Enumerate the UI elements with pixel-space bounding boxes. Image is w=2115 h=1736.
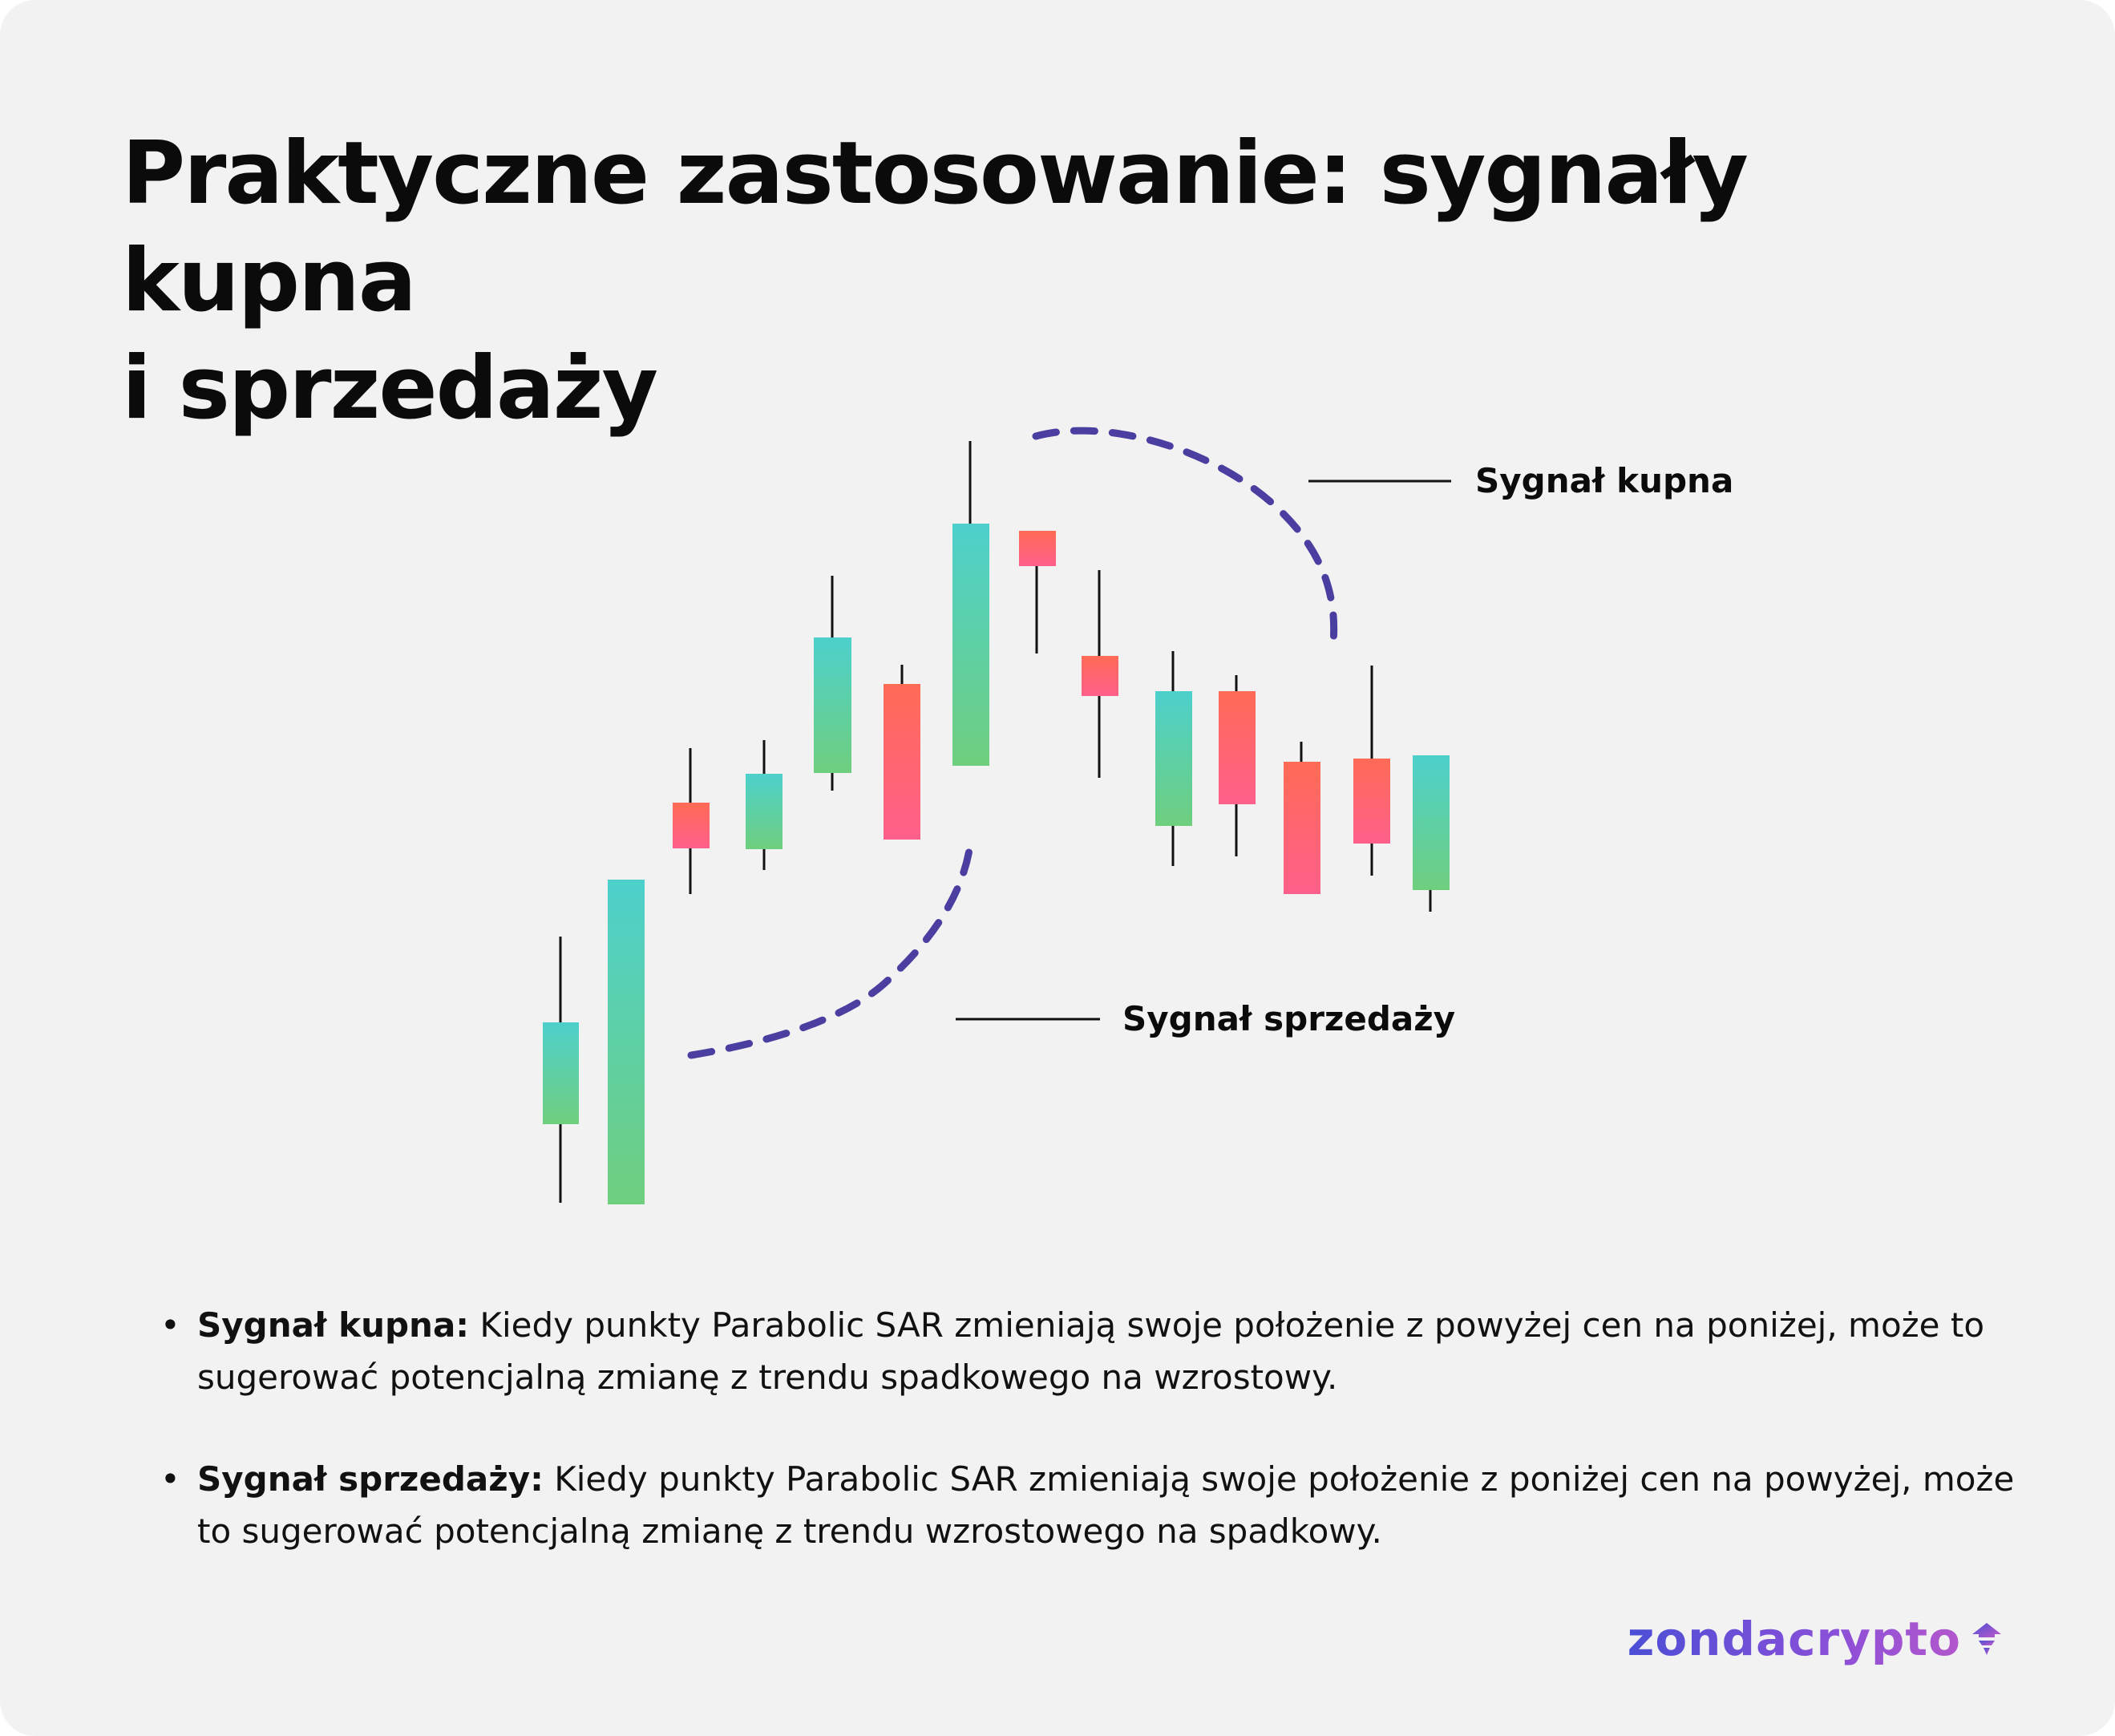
bullet-label: Sygnał sprzedaży: [197,1459,544,1499]
candle-7-body [952,524,989,766]
candle-14-body [1413,755,1450,890]
list-item-sell: • Sygnał sprzedaży: Kiedy punkty Parabol… [160,1453,2036,1557]
candle-12-body [1284,762,1320,894]
candle-2 [608,880,645,1204]
sar-arc-below [687,846,973,1059]
bullet-dot: • [160,1459,180,1499]
candle-13 [1353,666,1390,876]
candle-6 [884,665,920,840]
candle-1 [543,937,579,1203]
title-line-1: Praktyczne zastosowanie: sygnały kupna [122,123,1749,331]
sar-arc-above [1032,427,1338,655]
candle-5-body [814,637,851,773]
page-title: Praktyczne zastosowanie: sygnały kupna i… [122,120,1966,443]
candle-2-body [608,880,645,1204]
bullet-label: Sygnał kupna: [197,1305,470,1345]
signal-explanations: • Sygnał kupna: Kiedy punkty Parabolic S… [160,1299,2036,1607]
candle-14 [1413,755,1450,912]
buy-signal-label: Sygnał kupna [1475,461,1733,500]
candle-8-body [1019,531,1056,566]
candle-3-body [673,803,710,848]
bullet-text: Kiedy punkty Parabolic SAR zmieniają swo… [197,1305,1985,1397]
candle-10-body [1155,691,1192,826]
candle-7 [952,441,989,766]
sell-signal-label: Sygnał sprzedaży [1122,999,1455,1038]
list-item-buy: • Sygnał kupna: Kiedy punkty Parabolic S… [160,1299,2036,1403]
candle-9-body [1082,656,1118,696]
candle-8 [1019,531,1056,654]
candle-12 [1284,742,1320,894]
candle-4 [746,740,783,870]
brand-name: zondacrypto [1627,1612,1961,1666]
candle-3 [673,748,710,894]
candle-10 [1155,651,1192,866]
candle-6-body [884,684,920,840]
candle-11 [1219,675,1256,856]
candle-13-body [1353,759,1390,844]
candle-9 [1082,570,1118,778]
brand-logo: zondacrypto [1628,1612,2006,1666]
candle-11-body [1219,691,1256,804]
bullet-text: Kiedy punkty Parabolic SAR zmieniają swo… [197,1459,2015,1551]
rocket-icon [1972,1623,2001,1655]
candle-5 [814,576,851,791]
title-line-2: i sprzedaży [122,338,658,439]
candle-4-body [746,774,783,849]
candle-1-body [543,1022,579,1124]
bullet-dot: • [160,1305,180,1345]
